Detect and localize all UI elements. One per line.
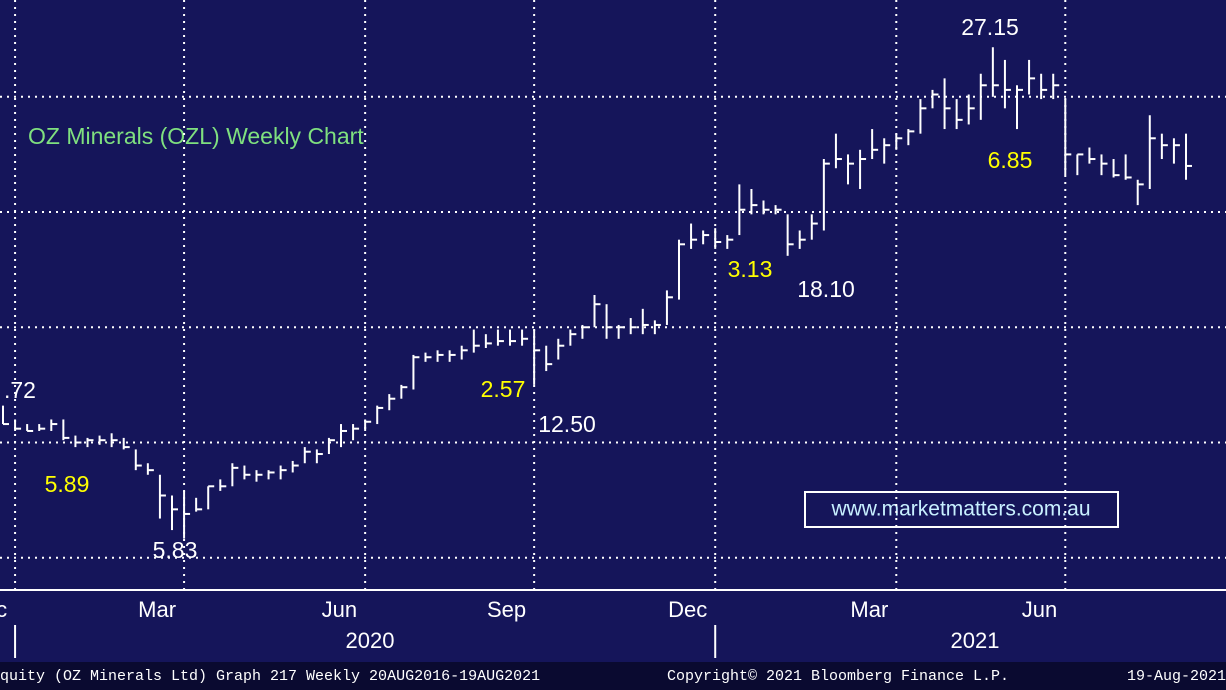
footer-left: quity (OZ Minerals Ltd) Graph 217 Weekly… bbox=[0, 668, 540, 685]
annotation: 6.85 bbox=[988, 147, 1033, 173]
footer-right: 19-Aug-2021 bbox=[1127, 668, 1226, 685]
x-tick-label: Sep bbox=[487, 597, 526, 622]
annotation: 3.13 bbox=[728, 256, 773, 282]
annotation: 2.57 bbox=[481, 376, 526, 402]
footer-bar bbox=[0, 662, 1226, 690]
footer-center: Copyright© 2021 Bloomberg Finance L.P. bbox=[667, 668, 1009, 685]
annotation: 18.10 bbox=[797, 276, 855, 302]
watermark-box bbox=[804, 491, 1119, 528]
annotation: 5.89 bbox=[45, 471, 90, 497]
x-tick-label: Jun bbox=[1022, 597, 1057, 622]
year-label: 2021 bbox=[951, 628, 1000, 653]
x-tick-label: c bbox=[0, 597, 7, 622]
annotation: 27.15 bbox=[961, 14, 1019, 40]
chart-title: OZ Minerals (OZL) Weekly Chart bbox=[28, 123, 364, 149]
x-tick-label: Mar bbox=[850, 597, 888, 622]
x-tick-label: Jun bbox=[322, 597, 357, 622]
year-label: 2020 bbox=[346, 628, 395, 653]
annotation: 12.50 bbox=[538, 411, 596, 437]
watermark: www.marketmatters.com.au bbox=[830, 498, 1090, 521]
annotation: 5.83 bbox=[153, 537, 198, 563]
annotation: .72 bbox=[4, 377, 36, 403]
x-tick-label: Dec bbox=[668, 597, 707, 622]
x-tick-label: Mar bbox=[138, 597, 176, 622]
